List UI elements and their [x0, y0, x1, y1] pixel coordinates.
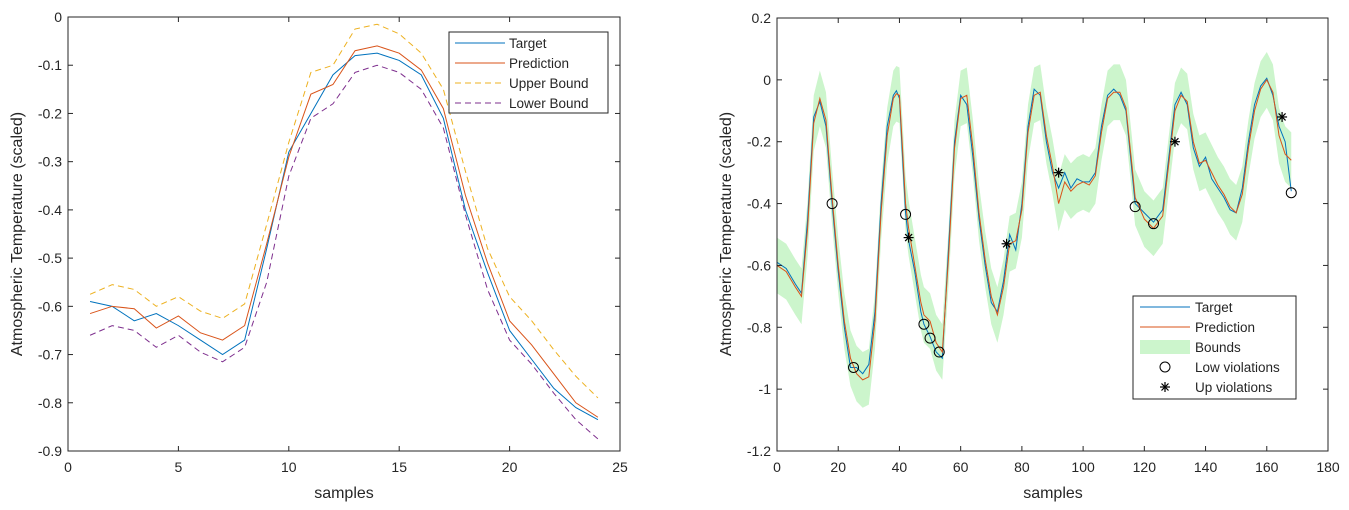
- left-x-tick-label: 5: [175, 459, 183, 475]
- legend-label-low-violations: Low violations: [1195, 360, 1280, 375]
- left-y-tick-label: -0.4: [38, 202, 62, 218]
- legend-box-left: [448, 31, 609, 114]
- left-x-tick-label: 25: [612, 459, 628, 475]
- low-violation-marker: [826, 198, 838, 210]
- legend-label-upper-bound: Upper Bound: [509, 76, 589, 91]
- legend-right: Target Prediction Bounds Low violations …: [1132, 295, 1297, 400]
- line-prediction-right: [776, 78, 1292, 381]
- low-violation-marker: [933, 346, 945, 358]
- y-axis-label-right: Atmospheric Temperature (scaled): [718, 112, 735, 356]
- legend-label-target: Target: [509, 36, 547, 51]
- right-x-tick-label: 0: [773, 459, 781, 475]
- left-x-tick-label: 20: [502, 459, 518, 475]
- legend-label-up-violations: Up violations: [1195, 380, 1273, 395]
- legend-swatch-up-violations: [1160, 382, 1170, 392]
- right-y-tick-label: -1.2: [747, 443, 771, 459]
- left-axes-box: [67, 16, 621, 452]
- right-axes-box: [776, 17, 1329, 452]
- up-violation-marker: [1169, 136, 1180, 147]
- left-y-tick-label: -0.6: [38, 298, 62, 314]
- y-axis-label-left: Atmospheric Temperature (scaled): [9, 112, 26, 356]
- series-group-right: [776, 52, 1297, 408]
- right-x-tick-label: 180: [1316, 459, 1340, 475]
- right-y-tick-label: -0.4: [747, 196, 771, 212]
- series-group-left: [89, 23, 599, 440]
- up-violation-marker: [1277, 111, 1288, 122]
- up-violation-marker: [1001, 238, 1012, 249]
- up-violation-marker: [903, 232, 914, 243]
- right-x-tick-label: 20: [830, 459, 846, 475]
- x-axis-label-right: samples: [1023, 485, 1083, 502]
- right-x-tick-label: 120: [1133, 459, 1157, 475]
- low-violation-marker: [1148, 218, 1160, 230]
- legend-label-bounds: Bounds: [1195, 340, 1241, 355]
- right-x-tick-label: 140: [1194, 459, 1218, 475]
- legend-swatch-bounds: [1140, 340, 1190, 354]
- line-target: [89, 52, 599, 421]
- left-x-tick-label: 15: [391, 459, 407, 475]
- line-upper-bound: [89, 23, 599, 399]
- line-lower-bound: [89, 64, 599, 440]
- legend-label-lower-bound: Lower Bound: [509, 96, 589, 111]
- legend-label-prediction-right: Prediction: [1195, 320, 1255, 335]
- low-violation-marker: [900, 208, 912, 220]
- right-y-tick-label: -1: [759, 381, 772, 397]
- left-y-tick-label: -0.1: [38, 57, 62, 73]
- low-violation-marker: [1129, 201, 1141, 213]
- legend-label-prediction: Prediction: [509, 56, 569, 71]
- chart-left: 0 5 10 15 20 25 0 -0.1 -0.2 -0.3 -0.4 -0.5 -0.6 -0.7 -…: [9, 9, 628, 502]
- up-violation-marker: [1053, 167, 1064, 178]
- line-prediction: [89, 45, 599, 418]
- left-y-tick-label: -0.7: [38, 347, 62, 363]
- legend-swatch-low-violations: [1159, 361, 1171, 373]
- legend-left: Target Prediction Upper Bound Lower Boun…: [448, 31, 609, 114]
- left-y-tick-label: -0.5: [38, 250, 62, 266]
- x-axis-label-left: samples: [314, 485, 374, 502]
- right-y-tick-label: -0.6: [747, 257, 771, 273]
- low-violation-marker: [924, 332, 936, 344]
- low-violation-marker: [918, 318, 930, 330]
- low-violation-marker: [1285, 187, 1297, 199]
- left-x-tick-label: 10: [281, 459, 297, 475]
- axes-right: 0 20 40 60 80 100 120 140 160 180 0.2 0 -0.2 -0.4 -0.6…: [747, 10, 1340, 475]
- left-y-tick-label: -0.2: [38, 105, 62, 121]
- right-x-tick-label: 80: [1014, 459, 1030, 475]
- left-y-tick-label: -0.9: [38, 443, 62, 459]
- left-y-tick-label: -0.3: [38, 154, 62, 170]
- right-y-tick-label: 0: [763, 72, 771, 88]
- legend-label-target-right: Target: [1195, 300, 1233, 315]
- right-y-tick-label: 0.2: [752, 10, 772, 26]
- low-violation-marker: [848, 361, 860, 373]
- right-x-tick-label: 60: [953, 459, 969, 475]
- right-y-tick-label: -0.8: [747, 319, 771, 335]
- right-x-tick-label: 160: [1255, 459, 1279, 475]
- axes-left: 0 5 10 15 20 25 0 -0.1 -0.2 -0.3 -0.4 -0.5 -0.6 -0.7 -…: [38, 9, 628, 475]
- left-x-tick-label: 0: [64, 459, 72, 475]
- left-y-tick-label: 0: [54, 9, 62, 25]
- chart-right: 0 20 40 60 80 100 120 140 160 180 0.2 0 -0.2 -0.4 -0.6…: [718, 10, 1340, 502]
- right-x-tick-label: 40: [892, 459, 908, 475]
- right-x-tick-label: 100: [1071, 459, 1095, 475]
- left-y-tick-label: -0.8: [38, 395, 62, 411]
- right-y-tick-label: -0.2: [747, 134, 771, 150]
